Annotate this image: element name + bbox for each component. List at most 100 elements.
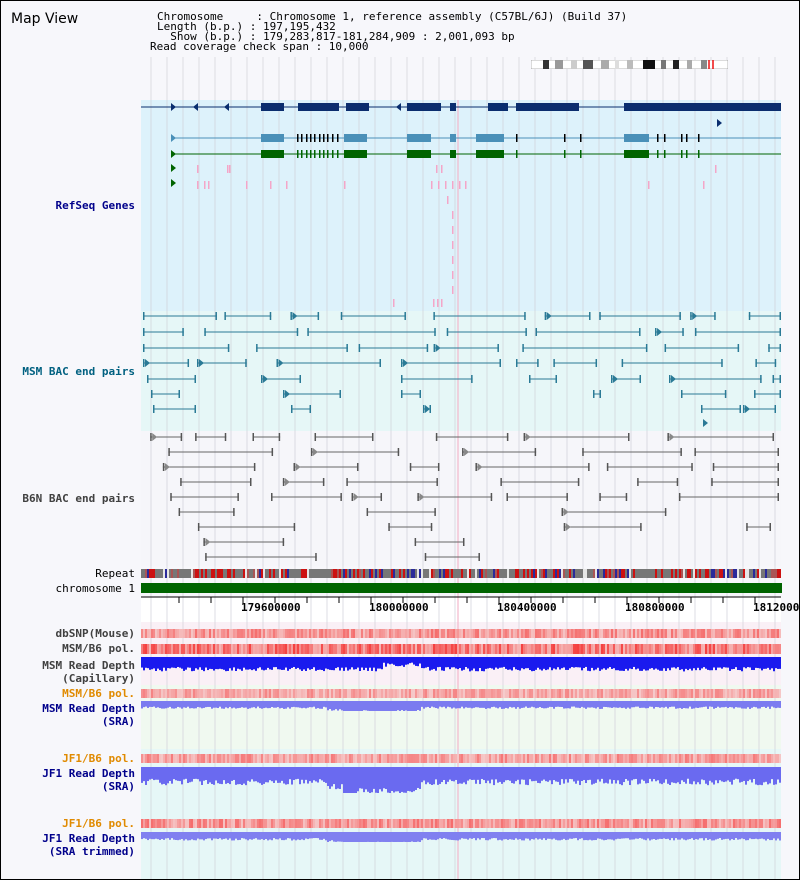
gene-exon-small [297,134,299,142]
heat-cell [199,689,201,698]
repeat-element [557,569,559,578]
depth-bar [655,701,657,707]
depth-bar [275,832,277,840]
heat-cell [481,644,483,654]
axis-tick-label: 1812000 [753,601,800,614]
track-label-jf1-depth-sra[interactable]: JF1 Read Depth (SRA) [42,767,135,793]
bac-end [293,523,296,531]
heat-cell [277,819,279,828]
depth-bar [413,767,415,792]
repeat-element [617,569,619,578]
heat-cell [203,819,205,828]
track-label-msm-b6-pol-1[interactable]: MSM/B6 pol. [62,642,135,655]
depth-bar [691,657,693,671]
heat-cell [231,754,233,763]
heat-cell [435,754,437,763]
repeat-element [201,569,203,578]
depth-bar [637,657,639,669]
track-label-dbsnp[interactable]: dbSNP(Mouse) [55,627,135,640]
track-label-msm-depth-capillary[interactable]: MSM Read Depth (Capillary) [42,659,135,685]
bac-arrow [145,359,150,367]
heat-cell [777,819,779,828]
heat-cell [331,689,333,698]
depth-bar [473,832,475,839]
depth-bar [463,701,465,709]
pink-feature [270,181,272,189]
track-label-msm-bac[interactable]: MSM BAC end pairs [22,365,135,378]
bac-end [434,328,436,336]
repeat-element [587,569,589,578]
heat-cell [741,754,743,763]
heat-cell [421,644,423,654]
track-label-msm-b6-pol-2[interactable]: MSM/B6 pol. [62,687,135,700]
repeat-element [267,569,269,578]
heat-cell [345,819,347,828]
heat-cell [381,689,383,698]
pink-feature [648,181,650,189]
heat-cell [697,819,699,828]
heat-cell [571,689,573,698]
depth-bar [577,701,579,708]
depth-bar [537,701,539,708]
heat-cell [165,644,167,654]
heat-cell [445,754,447,763]
track-label-refseq-genes[interactable]: RefSeq Genes [55,199,135,212]
track-label-msm-depth-sra[interactable]: MSM Read Depth (SRA) [42,702,135,728]
depth-bar [409,832,411,842]
gene-exon [624,134,649,142]
heat-cell [585,754,587,763]
heat-cell [715,819,717,828]
depth-bar [275,767,277,781]
heat-cell [511,644,513,654]
heat-cell [345,644,347,654]
heat-cell [665,689,667,698]
heat-cell [217,754,219,763]
track-label-b6n-bac[interactable]: B6N BAC end pairs [22,492,135,505]
depth-bar [481,701,483,708]
track-label-chromosome[interactable]: chromosome 1 [55,582,135,595]
heat-cell [437,629,439,638]
heat-cell [257,819,259,828]
chromosome-ideogram[interactable] [530,54,729,71]
repeat-element [195,569,197,578]
depth-bar [195,767,197,779]
heat-cell [653,629,655,638]
heat-cell [427,629,429,638]
heat-cell [725,629,727,638]
depth-bar [251,657,253,671]
heat-cell [443,629,445,638]
depth-bar [199,657,201,668]
depth-bar [227,767,229,784]
depth-bar [469,767,471,780]
heat-cell [269,689,271,698]
depth-bar [633,767,635,780]
gene-exon-small [327,134,329,142]
heat-cell [179,629,181,638]
bac-arrow [292,312,298,320]
heat-cell [403,689,405,698]
heat-cell [527,819,529,828]
heat-cell [377,754,379,763]
track-label-repeat[interactable]: Repeat [95,567,135,580]
depth-bar [197,832,199,839]
depth-bar [251,701,253,708]
depth-bar [397,767,399,792]
heat-cell [553,689,555,698]
track-label-jf1-b6-pol-1[interactable]: JF1/B6 pol. [62,752,135,765]
depth-bar [623,657,625,671]
bac-end [256,344,258,352]
track-label-jf1-depth-sra-trimmed[interactable]: JF1 Read Depth (SRA trimmed) [42,832,135,858]
depth-bar [653,701,655,709]
heat-cell [505,754,507,763]
heat-cell [457,754,459,763]
track-label-jf1-b6-pol-2[interactable]: JF1/B6 pol. [62,817,135,830]
gene-exon-small [310,134,312,142]
depth-bar [529,767,531,780]
repeat-element [341,569,343,578]
heat-cell [551,754,553,763]
heat-cell [755,819,757,828]
header-length: Length (b.p.) : 197,195,432 [157,20,336,33]
depth-bar [361,701,363,711]
heat-cell [769,629,771,638]
